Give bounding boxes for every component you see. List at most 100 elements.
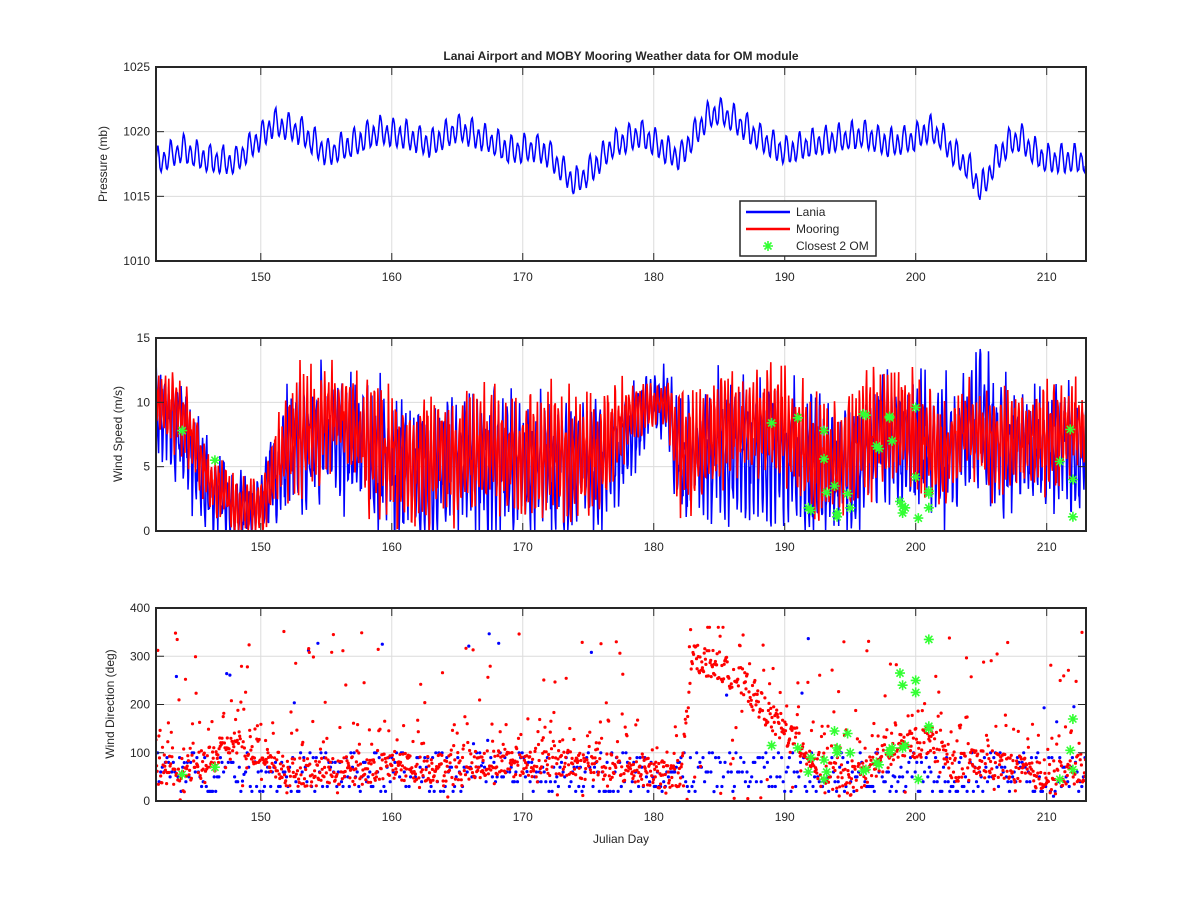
- winddir-lania-point: [225, 672, 229, 676]
- winddir-mooring-point: [938, 770, 942, 774]
- winddir-mooring-point: [632, 774, 636, 778]
- winddir-lania-point: [1067, 784, 1071, 789]
- winddir-mooring-point: [524, 761, 528, 765]
- winddir-mooring-point: [230, 739, 234, 743]
- winddir-mooring-point: [730, 685, 734, 689]
- winddir-mooring-point: [1025, 767, 1029, 771]
- winddir-lania-point: [981, 789, 985, 794]
- winddir-lania-point: [515, 780, 520, 784]
- winddir-mooring-point: [756, 689, 760, 693]
- winddir-mooring-point: [331, 633, 335, 637]
- winddir-mooring-point: [740, 709, 744, 713]
- winddir-lania-point: [487, 632, 491, 636]
- winddir-mooring-point: [592, 770, 596, 775]
- winddir-mooring-point: [351, 779, 355, 784]
- winddir-mooring-point: [909, 744, 913, 748]
- winddir-mooring-point: [259, 722, 263, 726]
- winddir-om-marker: [829, 726, 840, 736]
- winddir-mooring-point: [992, 787, 996, 792]
- winddir-mooring-point: [957, 775, 961, 780]
- winddir-mooring-point: [355, 749, 359, 753]
- winddir-om-marker: [887, 742, 898, 753]
- winddir-mooring-point: [768, 712, 772, 716]
- winddir-mooring-point: [594, 741, 598, 745]
- windspeed-om-marker: [819, 453, 829, 464]
- winddir-lania-point: [706, 770, 710, 774]
- winddir-mooring-point: [449, 753, 453, 757]
- winddir-mooring-point: [501, 742, 505, 747]
- winddir-lania-point: [629, 789, 633, 794]
- winddir-mooring-point: [695, 667, 699, 671]
- winddir-mooring-point: [947, 636, 952, 640]
- winddir-lania-point: [827, 789, 831, 794]
- winddir-mooring-point: [897, 741, 901, 746]
- winddir-mooring-point: [492, 782, 496, 786]
- winddir-om-marker: [910, 675, 921, 686]
- winddir-mooring-point: [372, 760, 376, 764]
- winddir-mooring-point: [1015, 759, 1019, 763]
- winddir-mooring-point: [836, 775, 840, 779]
- pressure-xtick-label: 150: [251, 270, 271, 284]
- winddir-mooring-point: [424, 768, 428, 772]
- winddir-lania-point: [299, 751, 303, 755]
- winddir-lania-point: [377, 756, 381, 760]
- winddir-lania-point: [222, 770, 226, 774]
- winddir-mooring-point: [1015, 762, 1019, 766]
- winddir-mooring-point: [447, 768, 452, 773]
- winddir-mooring-point: [263, 762, 267, 766]
- winddir-mooring-point: [661, 765, 666, 769]
- winddir-mooring-point: [786, 741, 791, 745]
- pressure-ytick-label: 1020: [123, 125, 150, 139]
- winddir-mooring-point: [840, 776, 844, 780]
- winddir-om-marker: [1067, 764, 1078, 775]
- winddir-mooring-point: [668, 785, 672, 789]
- winddir-mooring-point: [1025, 763, 1029, 767]
- winddir-lania-point: [987, 775, 991, 779]
- winddir-mooring-point: [980, 759, 984, 764]
- winddir-mooring-point: [1020, 770, 1024, 775]
- winddir-mooring-point: [916, 709, 920, 713]
- winddir-lania-point: [621, 751, 625, 755]
- winddir-mooring-point: [907, 732, 911, 736]
- winddir-mooring-point: [656, 769, 660, 773]
- winddir-mooring-point: [617, 759, 621, 763]
- winddir-mooring-point: [854, 778, 858, 782]
- winddir-lania-point: [544, 780, 548, 784]
- winddir-lania-point: [486, 738, 490, 743]
- winddir-mooring-point: [750, 705, 754, 709]
- winddir-mooring-point: [933, 760, 937, 764]
- winddir-lania-point: [846, 760, 850, 765]
- winddir-mooring-point: [1036, 733, 1040, 737]
- winddir-mooring-point: [437, 765, 441, 769]
- winddir-mooring-point: [781, 718, 785, 722]
- winddir-lania-point: [932, 780, 936, 784]
- winddir-lania-point: [341, 784, 345, 789]
- winddir-mooring-point: [649, 761, 653, 766]
- winddir-mooring-point: [349, 767, 353, 771]
- winddir-lania-point: [673, 770, 677, 774]
- winddir-mooring-point: [412, 776, 416, 780]
- winddir-mooring-point: [674, 734, 679, 738]
- winddir-mooring-point: [320, 767, 324, 771]
- winddir-lania-point: [1053, 789, 1057, 794]
- winddir-om-marker: [923, 634, 934, 645]
- winddir-lania-point: [418, 765, 422, 769]
- winddir-mooring-point: [605, 752, 609, 756]
- winddir-lania-point: [772, 756, 776, 760]
- winddir-mooring-point: [834, 761, 838, 765]
- winddir-mooring-point: [572, 737, 576, 742]
- winddir-mooring-point: [540, 738, 544, 742]
- winddir-mooring-point: [1069, 729, 1073, 733]
- winddir-mooring-point: [756, 700, 761, 704]
- winddir-mooring-point: [292, 757, 297, 761]
- winddir-lania-point: [605, 760, 609, 765]
- winddir-mooring-point: [687, 645, 692, 649]
- winddir-lania-point: [451, 789, 455, 794]
- winddir-mooring-point: [794, 731, 798, 735]
- winddir-mooring-point: [390, 753, 394, 757]
- winddir-mooring-point: [1011, 759, 1015, 763]
- winddir-mooring-point: [324, 771, 328, 775]
- winddir-mooring-point: [1026, 737, 1030, 741]
- winddir-lania-point: [904, 784, 908, 789]
- windspeed-xtick-label: 200: [906, 540, 926, 554]
